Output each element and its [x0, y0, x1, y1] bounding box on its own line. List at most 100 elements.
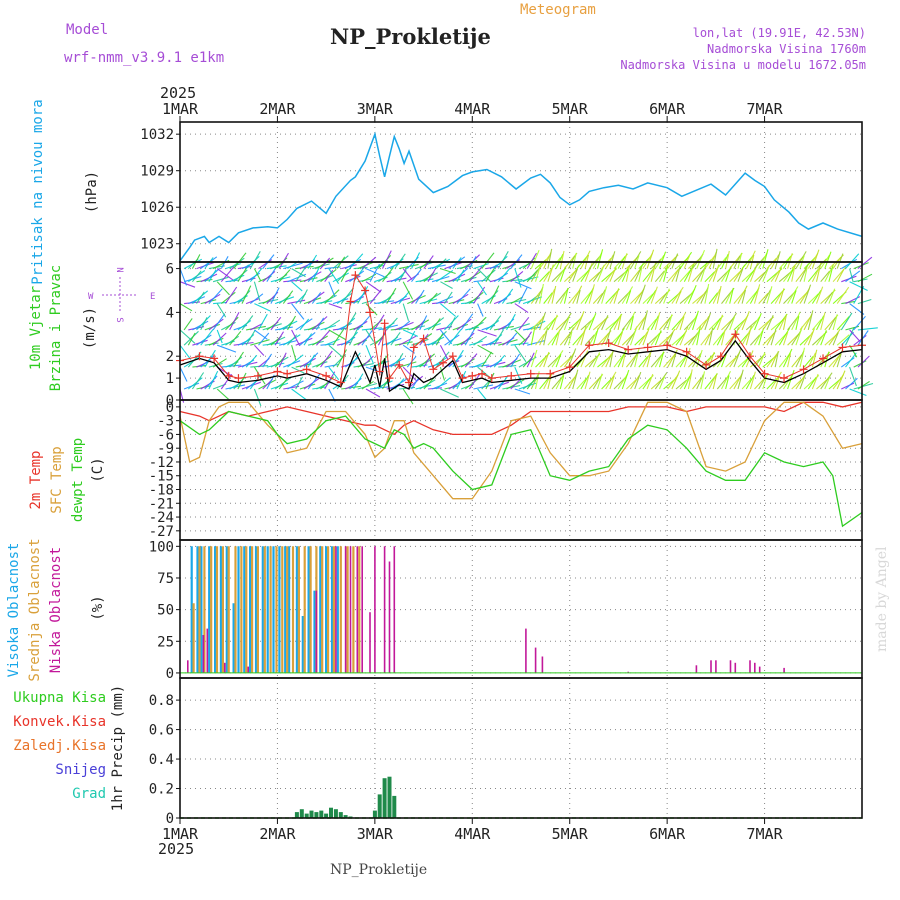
- wind-arrow: [440, 281, 453, 289]
- wind-arrow: [485, 290, 499, 304]
- wind-arrow: [559, 250, 565, 269]
- wind-arrow: [654, 372, 668, 390]
- precip-bar: [314, 812, 319, 818]
- wind-arrow: [551, 257, 562, 269]
- wind-arrow: [473, 335, 488, 346]
- wind-arrow: [435, 332, 444, 346]
- wind-arrow: [456, 288, 471, 304]
- wind-arrow: [832, 332, 839, 346]
- precip-bar: [324, 813, 329, 818]
- wind-arrow: [745, 320, 758, 331]
- wind-arrow: [725, 290, 733, 304]
- wind-arrow: [807, 377, 817, 390]
- wind-arrow: [563, 287, 569, 304]
- wind-arrow: [729, 376, 741, 390]
- wind-arrow: [469, 321, 484, 331]
- gust-point: [365, 308, 374, 317]
- wind-arrow: [270, 316, 282, 331]
- wind-arrow: [857, 273, 873, 283]
- wind-arrow: [824, 267, 833, 282]
- wind-arrow: [179, 366, 188, 382]
- wind-arrow: [340, 287, 354, 304]
- frame-layer: [176, 116, 863, 824]
- wind-arrow: [200, 329, 214, 346]
- precip-bar: [333, 809, 338, 818]
- wind-arrow: [398, 291, 410, 304]
- wind-arrow: [427, 267, 437, 282]
- wind-arrow: [609, 251, 616, 269]
- wind-arrow: [572, 252, 577, 269]
- wind-arrow: [708, 292, 719, 304]
- wind-arrow: [737, 357, 749, 368]
- year-bottom: 2025: [158, 840, 194, 858]
- precip-bar: [377, 794, 382, 818]
- watermark: made by Angel: [874, 546, 890, 652]
- wind-arrow: [439, 366, 446, 381]
- wind-arrow: [642, 253, 653, 269]
- wind-arrow: [609, 351, 614, 368]
- wind-arrow: [675, 355, 688, 368]
- wind-arrow: [551, 314, 558, 331]
- wind-arrow: [216, 388, 230, 401]
- wind-arrow: [402, 303, 410, 321]
- wind-arrow: [498, 339, 518, 346]
- compass-cross: [102, 277, 138, 313]
- wind-arrow: [361, 256, 377, 270]
- wind-arrow: [754, 271, 766, 283]
- wind-arrow: [840, 357, 855, 368]
- wind-arrow: [749, 334, 761, 346]
- wind-arrow: [646, 349, 652, 368]
- wind-arrow: [489, 315, 502, 331]
- y-tick-label: 0: [166, 393, 174, 409]
- wind-arrow: [497, 293, 512, 305]
- wind-arrow: [845, 270, 861, 283]
- x-tick-label-top: 6MAR: [649, 100, 686, 118]
- wind-arrow: [200, 317, 208, 331]
- wind-arrow: [807, 268, 819, 283]
- wind-arrow: [621, 253, 628, 269]
- wind-arrow: [613, 288, 620, 304]
- precip-bar: [329, 807, 333, 818]
- wind-arrow: [762, 289, 772, 304]
- wind-arrow: [481, 269, 496, 283]
- wind-arrow: [287, 315, 296, 331]
- wind-arrow: [609, 266, 617, 282]
- wind-arrow: [638, 356, 649, 368]
- wind-arrow: [510, 270, 524, 283]
- wind-arrow: [253, 268, 262, 282]
- wind-arrow: [667, 332, 674, 346]
- wind-arrow: [398, 320, 411, 331]
- wind-arrow: [712, 329, 727, 346]
- wind-arrow: [245, 354, 258, 368]
- wind-arrow: [816, 258, 827, 269]
- wind-arrow: [212, 276, 229, 283]
- wind-arrow: [191, 372, 205, 390]
- wind-arrow: [654, 312, 661, 331]
- wind-arrow: [712, 373, 718, 390]
- wind-arrow: [675, 379, 688, 390]
- wind-arrow: [303, 378, 320, 390]
- wind-arrow: [212, 358, 227, 368]
- precip-legend: Zaledj.Kisa: [13, 738, 106, 754]
- wind-arrow: [204, 267, 221, 283]
- wind-arrow: [650, 315, 659, 331]
- wind-arrow: [766, 332, 775, 346]
- wind-arrow: [315, 330, 331, 346]
- wind-arrow: [332, 379, 347, 390]
- wind-arrow: [791, 290, 797, 304]
- wind-arrow: [708, 251, 717, 269]
- wind-arrow: [770, 329, 777, 346]
- x-tick-label-bottom: 5MAR: [552, 825, 589, 843]
- gust-point: [273, 367, 282, 376]
- wind-arrow: [497, 267, 511, 283]
- wind-arrow: [216, 281, 230, 296]
- wind-arrow: [291, 345, 297, 361]
- gust-point: [224, 371, 233, 380]
- wind-arrow: [460, 313, 474, 331]
- wind-arrow: [402, 329, 419, 337]
- wind-arrow: [510, 378, 521, 390]
- wind-arrow: [729, 252, 743, 269]
- wind-arrow: [787, 253, 793, 269]
- wind-arrow: [799, 371, 807, 390]
- wind-arrow: [303, 352, 319, 368]
